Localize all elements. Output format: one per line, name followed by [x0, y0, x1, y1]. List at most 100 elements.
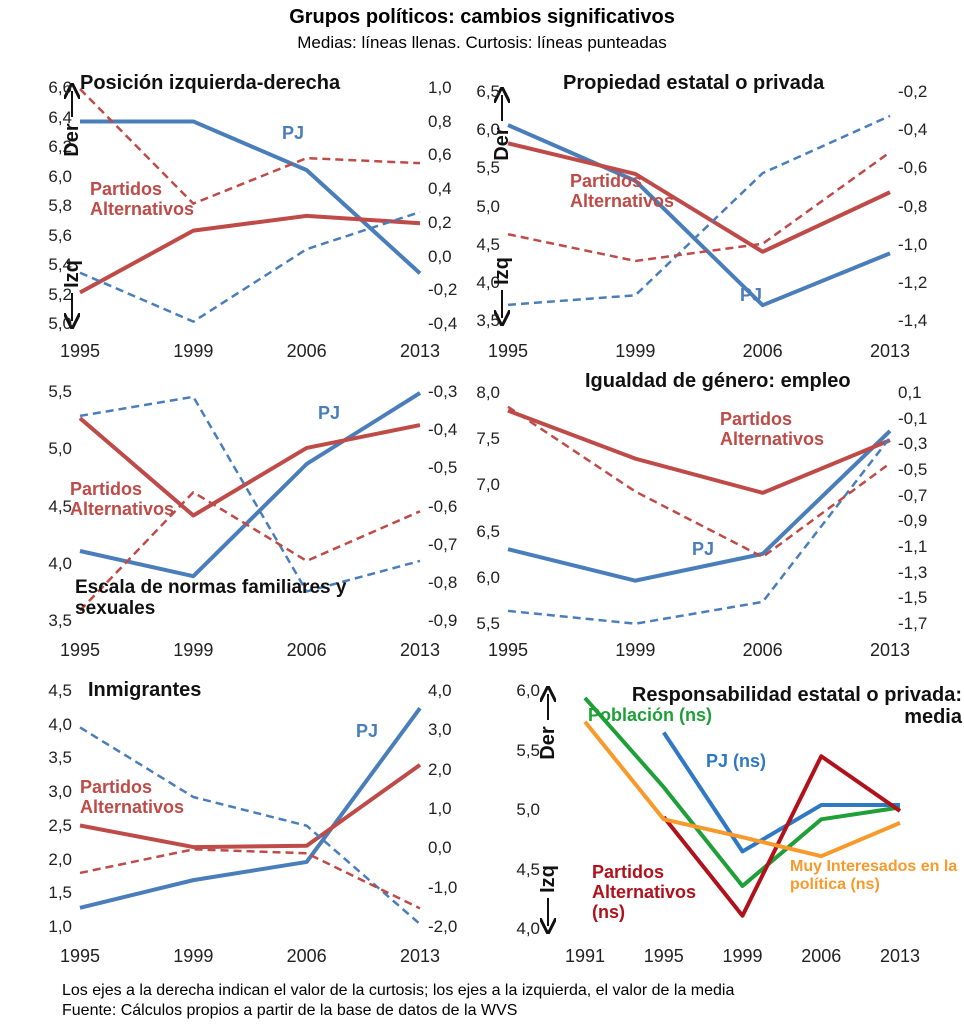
- x-tick-label: 1999: [615, 640, 656, 660]
- series-label: Partidos Alternativos: [570, 171, 675, 211]
- panel-title: Posición izquierda-derecha: [80, 72, 341, 94]
- y2-tick-label: 0,0: [428, 838, 452, 858]
- y2-tick-label: -1,5: [898, 588, 928, 608]
- series-label: PJ (ns): [706, 751, 767, 771]
- y2-tick-label: -0,6: [428, 496, 458, 516]
- y-label-top: Der: [537, 726, 559, 760]
- x-tick-label: 1999: [173, 341, 214, 361]
- y2-tick-label: 0,6: [428, 145, 452, 165]
- series-label: PJ: [692, 539, 715, 559]
- panel-title: Escala de normas familiares y sexuales: [75, 577, 347, 619]
- y-tick-label: 4,0: [516, 919, 540, 938]
- y-tick-label: 6,0: [48, 166, 72, 186]
- y2-tick-label: -0,3: [898, 434, 928, 454]
- x-tick-label: 2013: [399, 640, 441, 660]
- y-tick-label: 5,5: [48, 382, 72, 401]
- series-line: [583, 696, 901, 888]
- y2-tick-label: -0,8: [898, 196, 928, 216]
- x-tick-label: 1991: [564, 946, 606, 966]
- y2-tick-label: -0,5: [898, 460, 928, 479]
- y-tick-label: 5,5: [516, 740, 540, 760]
- panel-title: Responsabilidad estatal o privada: media: [631, 684, 962, 728]
- y-tick-label: 5,8: [48, 196, 72, 215]
- y-tick-label: 5,5: [476, 158, 500, 178]
- series-line: [507, 114, 891, 307]
- y-tick-label: 3,5: [476, 311, 500, 330]
- y-tick-label: 7,0: [476, 475, 500, 495]
- y2-tick-label: -0,4: [428, 420, 458, 440]
- y-tick-label: 5,5: [476, 614, 500, 633]
- y2-tick-label: -0,2: [898, 82, 928, 101]
- series-line: [583, 720, 901, 859]
- y2-tick-label: -2,0: [428, 917, 458, 936]
- y2-tick-label: 0,4: [428, 179, 452, 199]
- y2-tick-label: -0,6: [898, 158, 928, 178]
- y2-tick-label: -0,3: [428, 382, 458, 401]
- series-line: [79, 395, 421, 593]
- y2-tick-label: -0,7: [898, 485, 928, 505]
- series-line: [662, 754, 902, 918]
- x-tick-label: 2006: [801, 946, 842, 966]
- series-label: Población (ns): [588, 705, 713, 725]
- y-tick-label: 3,0: [48, 782, 72, 802]
- series-label: PJ: [318, 403, 341, 423]
- y2-tick-label: 0,8: [428, 111, 452, 131]
- x-tick-label: 1999: [615, 341, 656, 361]
- series-line: [507, 151, 891, 263]
- series-label: Partidos Alternativos: [80, 777, 185, 817]
- y2-tick-label: -0,9: [428, 611, 458, 630]
- y2-tick-label: -0,2: [428, 280, 458, 300]
- series-label: Muy Interesados en la política (ns): [790, 858, 958, 893]
- y2-tick-label: 0,0: [428, 246, 452, 266]
- x-tick-label: 2013: [869, 640, 911, 660]
- y2-tick-label: -0,7: [428, 534, 458, 554]
- x-tick-label: 1995: [487, 341, 529, 361]
- x-tick-label: 2006: [286, 946, 327, 966]
- y-tick-label: 6,5: [476, 521, 500, 541]
- series-line: [79, 763, 422, 850]
- series-label: PJ: [356, 721, 379, 741]
- series-line: [79, 848, 421, 910]
- y2-tick-label: -0,1: [898, 408, 928, 428]
- series-line: [79, 706, 422, 910]
- y2-tick-label: -1,3: [898, 562, 928, 582]
- series-line: [79, 213, 421, 295]
- y2-tick-label: -1,0: [898, 234, 928, 254]
- y2-tick-label: 4,0: [428, 681, 452, 700]
- y-tick-label: 5,6: [48, 225, 72, 245]
- x-tick-label: 1995: [643, 946, 684, 966]
- y2-tick-label: 0,1: [898, 383, 922, 402]
- x-tick-label: 2006: [742, 341, 783, 361]
- x-tick-label: 1995: [59, 341, 101, 361]
- series-line: [78, 416, 421, 518]
- x-tick-label: 2013: [399, 341, 441, 361]
- x-tick-label: 1995: [487, 640, 529, 660]
- x-tick-label: 2013: [399, 946, 441, 966]
- y-label-bottom: Izq: [491, 257, 513, 285]
- y-tick-label: 6,5: [476, 82, 500, 101]
- y-tick-label: 4,0: [48, 714, 72, 734]
- y2-tick-label: 1,0: [428, 78, 452, 97]
- y-tick-label: 5,0: [48, 439, 72, 459]
- y2-tick-label: 3,0: [428, 720, 452, 740]
- y-tick-label: 6,0: [476, 120, 500, 140]
- y2-tick-label: -0,9: [898, 511, 928, 531]
- y-label-top: Der: [61, 123, 83, 157]
- y-tick-label: 2,0: [48, 849, 72, 869]
- y-tick-label: 5,2: [48, 284, 72, 304]
- y-tick-label: 6,6: [48, 78, 72, 97]
- note: Fuente: Cálculos propios a partir de la …: [62, 1002, 518, 1019]
- y-tick-label: 6,0: [476, 567, 500, 587]
- y-tick-label: 6,4: [48, 107, 72, 127]
- y-tick-label: 2,5: [48, 815, 72, 835]
- series-line: [79, 88, 421, 205]
- y-tick-label: 1,0: [48, 917, 72, 936]
- x-tick-label: 1995: [59, 640, 101, 660]
- page-subtitle: Medias: líneas llenas. Curtosis: líneas …: [297, 33, 667, 52]
- series-line: [507, 123, 891, 308]
- series-label: Partidos Alternativos: [90, 179, 195, 219]
- y2-tick-label: -1,4: [898, 311, 928, 330]
- y-tick-label: 4,5: [48, 496, 72, 516]
- note: Los ejes a la derecha indican el valor d…: [62, 982, 735, 999]
- panel-title: Inmigrantes: [88, 679, 202, 701]
